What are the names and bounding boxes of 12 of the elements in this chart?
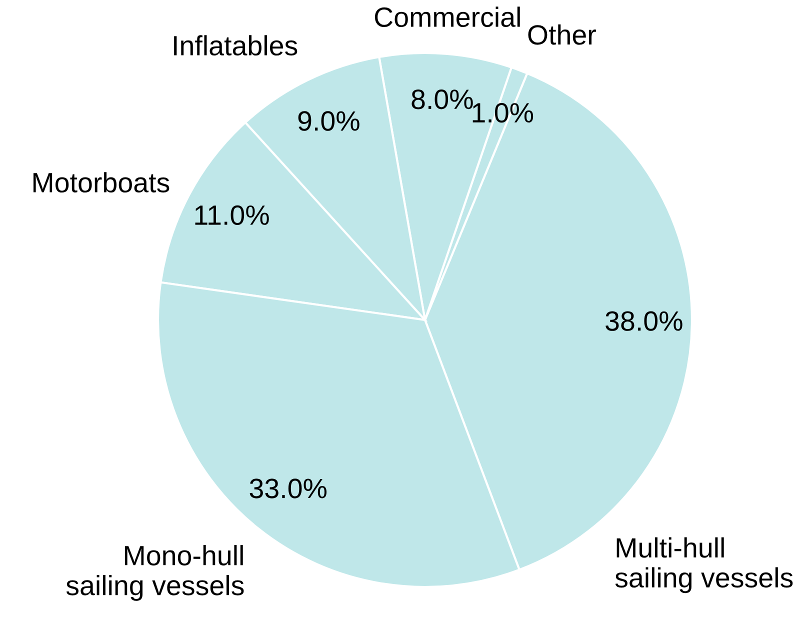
slice-label: Motorboats [33,172,170,193]
slice-label: Commercial [374,6,520,28]
slice-label: Other [528,24,596,45]
slice-label: Inflatables [174,35,298,56]
data-label: 38.0% [606,311,682,331]
data-label: 1.0% [472,102,534,123]
data-label: 8.0% [412,90,473,110]
data-label: 11.0% [195,205,269,226]
slice-label: Mono-hull sailing vessels [66,545,244,601]
data-label: 33.0% [250,478,327,498]
slice-label: Multi-hull sailing vessels [615,537,793,594]
data-label: 9.0% [298,111,360,131]
